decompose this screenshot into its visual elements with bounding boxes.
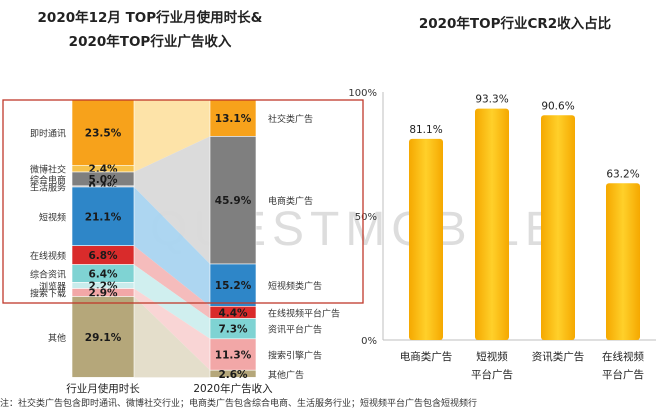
stack-1-value-label-4: 7.3%: [218, 324, 248, 336]
right-bar-0: [409, 138, 443, 340]
right-bar-value-label-1: 93.3%: [475, 94, 508, 106]
right-bar-1: [475, 108, 509, 340]
right-category-label-3: 在线视频平台广告: [268, 307, 340, 319]
right-bar-3: [606, 183, 640, 340]
stack-1-value-label-5: 11.3%: [215, 350, 252, 362]
x-label-usage: 行业月使用时长: [66, 382, 140, 395]
stack-1-value-label-3: 4.4%: [218, 307, 248, 319]
right-category-label-0-0: 电商类广告: [400, 350, 453, 363]
left-category-label-4: 短视频: [39, 211, 66, 223]
footnote-text: 注：社交类广告包含即时通讯、微博社交行业；电商类广告包含综合电商、生活服务行业；…: [0, 399, 478, 409]
flow-band-0: [134, 100, 210, 172]
flow-band-4: [134, 264, 210, 339]
stack-0-segment-4: [71, 186, 135, 247]
left-category-label-5: 在线视频: [30, 250, 66, 262]
right-category-label-1-0: 短视频: [476, 350, 508, 363]
stack-0-value-label-6: 6.4%: [88, 269, 118, 281]
left-category-label-0: 即时通讯: [30, 128, 66, 140]
right-bar-value-label-0: 81.1%: [409, 124, 442, 136]
stack-0-value-label-0: 23.5%: [85, 128, 122, 140]
left-category-label-3: 生活服务: [30, 182, 66, 194]
left-category-label-1: 微博社交: [30, 164, 66, 176]
stack-0-value-label-5: 6.8%: [88, 250, 118, 262]
stack-0-value-label-4: 21.1%: [85, 211, 122, 223]
right-category-label-4: 资讯平台广告: [268, 324, 322, 336]
flow-group: [134, 100, 210, 378]
stack-1-value-label-1: 45.9%: [215, 195, 252, 207]
left-category-label-7: 浏览器: [39, 280, 66, 292]
left-chart-title-line1: 2020年12月 TOP行业月使用时长&: [38, 9, 263, 26]
right-y-tick-2: 100%: [348, 88, 377, 99]
flow-band-2: [134, 187, 210, 307]
right-bar-2: [541, 115, 575, 340]
flow-band-6: [134, 296, 210, 378]
left-chart-title-line2: 2020年TOP行业广告收入: [69, 33, 232, 50]
flow-band-1: [134, 136, 210, 264]
right-category-label-3-0: 在线视频: [602, 350, 644, 363]
stack-group: 23.5%2.4%5.0%0.4%21.1%6.8%6.4%2.2%2.9%29…: [71, 99, 257, 381]
flow-band-3: [134, 245, 210, 319]
right-category-label-5: 搜索引擎广告: [268, 350, 322, 362]
stack-0-segment-0: [71, 99, 135, 166]
right-category-label-1: 电商类广告: [268, 195, 313, 207]
right-chart-title: 2020年TOP行业CR2收入占比: [419, 15, 611, 32]
right-y-tick-0: 0%: [361, 336, 377, 347]
stack-1-segment-5: [209, 338, 257, 371]
right-category-label-3-1: 平台广告: [602, 368, 644, 381]
left-category-label-9: 其他: [48, 332, 66, 344]
stack-1-value-label-0: 13.1%: [215, 113, 252, 125]
x-label-ad-revenue: 2020年广告收入: [193, 382, 273, 395]
right-category-label-6: 其他广告: [268, 369, 304, 381]
right-category-label-2: 短视频类广告: [268, 280, 322, 292]
stack-1-segment-6: [209, 369, 257, 378]
right-category-label-0: 社交类广告: [268, 113, 313, 125]
right-category-label-1-1: 平台广告: [471, 368, 513, 381]
stack-1-segment-1: [209, 136, 257, 265]
right-bar-value-label-3: 63.2%: [606, 168, 639, 180]
flow-band-5: [134, 288, 210, 371]
stack-0-value-label-9: 29.1%: [85, 332, 122, 344]
right-bar-value-label-2: 90.6%: [541, 100, 574, 112]
left-category-label-8: 搜索下载: [30, 288, 66, 300]
right-category-label-2-0: 资讯类广告: [532, 350, 585, 363]
highlight-frame: [2, 99, 364, 304]
stack-0-segment-9: [71, 296, 135, 378]
stack-1-value-label-6: 2.6%: [218, 369, 248, 381]
left-category-label-6: 综合资讯: [30, 269, 66, 281]
stack-0-value-label-2: 5.0%: [88, 174, 118, 186]
right-y-tick-1: 50%: [355, 212, 377, 223]
left-category-label-2: 综合电商: [30, 174, 66, 186]
chart-svg: QUESTMOBILE 2020年12月 TOP行业月使用时长& 2020年TO…: [2, 9, 656, 395]
right-chart-group: 0% 50% 100% 81.1% 电商类广告 93.3% 短视频平台广告 90.6% 资讯类广…: [348, 88, 656, 381]
stack-1-value-label-2: 15.2%: [215, 280, 252, 292]
